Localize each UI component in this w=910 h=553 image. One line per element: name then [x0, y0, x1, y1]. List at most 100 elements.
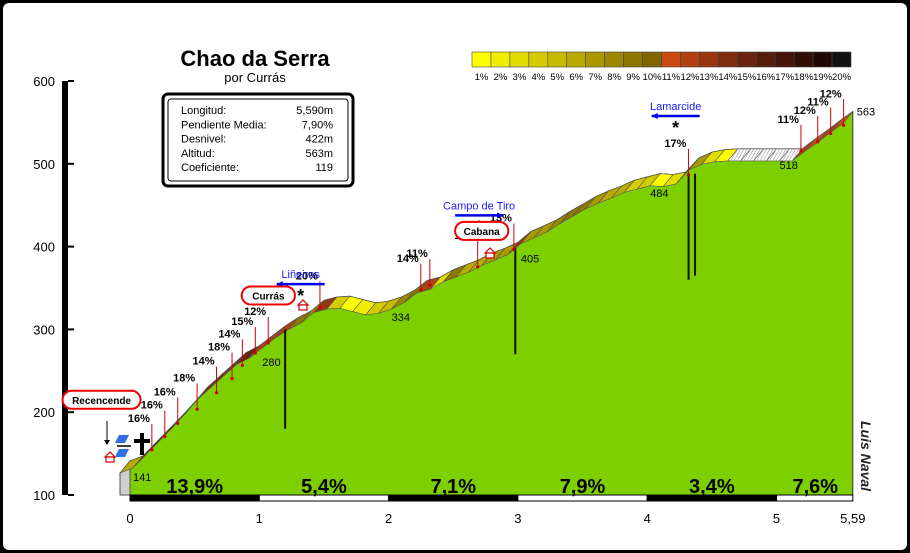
town-badge	[240, 285, 296, 306]
legend-swatch	[699, 51, 719, 68]
town-label: Recencende	[72, 396, 131, 407]
slope-label: 18%	[173, 372, 195, 384]
legend-swatch	[490, 51, 511, 68]
flat-hatch-50-2	[775, 148, 784, 162]
house-icon	[483, 247, 497, 254]
title-block: Chao da Serra por Currás Luis Naval	[180, 46, 874, 492]
info-value: 563m	[305, 148, 333, 160]
slope-pin-dot	[816, 140, 820, 144]
legend-label: 9%	[626, 72, 640, 83]
fuel-icon	[115, 435, 129, 443]
slope-label: 12%	[794, 105, 816, 117]
chart-title: Chao da Serra	[180, 46, 330, 71]
flat-hatch-51-1	[785, 148, 793, 162]
profile-labels: 13,9% 5,4% 7,1% 7,9% 3,4% 7,6% 141 280 334 405 484…	[61, 88, 875, 498]
y-tick-label: 200	[33, 405, 55, 420]
town-label: Cabana	[464, 227, 501, 238]
km-altitude: 141	[133, 472, 151, 484]
x-tick-label: 2	[385, 511, 392, 526]
slope-label: 15%	[231, 316, 253, 328]
legend-label: 15%	[737, 72, 757, 83]
slope-pin-dot	[512, 247, 516, 252]
house-icon	[103, 451, 117, 458]
flat-hatch-49-1	[759, 148, 768, 162]
legend-label: 10%	[643, 72, 663, 83]
legend-label: 5%	[550, 72, 564, 83]
house-icon-body	[298, 304, 308, 311]
legend-swatch	[755, 51, 776, 68]
km-average-slope: 7,1%	[430, 476, 476, 498]
chart-subtitle: por Currás	[224, 70, 286, 85]
km-altitude: 518	[780, 160, 798, 172]
flat-hatch-49-2	[762, 148, 771, 162]
y-tick-label: 100	[33, 488, 55, 503]
slope-pin-dot	[266, 341, 270, 345]
place-asterisk: *	[297, 286, 304, 306]
author-signature: Luis Naval	[858, 421, 874, 492]
place-asterisk: *	[672, 118, 679, 138]
town-label: Currás	[252, 291, 285, 302]
km-altitude: 334	[392, 312, 410, 324]
flat-hatch-48-0	[743, 148, 751, 162]
x-tick-label: 5,59	[840, 511, 865, 526]
slope-label: 11%	[807, 97, 829, 109]
legend-label: 20%	[832, 72, 852, 83]
flat-hatch-47-0	[730, 148, 738, 162]
legend-label: 1%	[475, 72, 489, 83]
slope-pin-dot	[799, 149, 803, 153]
place-label: Liñeiras	[281, 269, 320, 281]
x-tick-label: 1	[256, 511, 263, 526]
church-cross-icon	[140, 433, 144, 455]
info-label: Longitud:	[181, 105, 226, 117]
info-box-inner	[167, 98, 349, 182]
slope-pin-dot	[686, 173, 691, 177]
slope-label: 12%	[820, 88, 842, 100]
slope-pin-dot	[829, 131, 833, 136]
town-badge	[61, 389, 142, 410]
legend-label: 17%	[775, 72, 795, 83]
legend-label: 7%	[588, 72, 602, 83]
legend-swatch	[793, 51, 814, 68]
legend-swatch	[661, 51, 681, 68]
slope-pin-dot	[195, 407, 199, 411]
info-label: Pendiente Media:	[181, 119, 267, 131]
house-icon-body	[105, 456, 115, 463]
slope-label: 16%	[141, 400, 163, 412]
flat-hatch-47-2	[736, 148, 745, 162]
x-tick-label: 3	[514, 511, 521, 526]
km-average-slope: 7,9%	[560, 476, 606, 498]
legend-swatch	[774, 51, 795, 68]
x-tick-label: 4	[644, 511, 651, 526]
km-altitude: 563	[857, 107, 875, 119]
legend-swatch	[623, 51, 643, 68]
y-tick-label: 300	[33, 322, 55, 337]
slope-label: 14%	[192, 356, 214, 368]
legend-swatch	[528, 51, 549, 68]
flat-hatch-48-1	[746, 148, 755, 162]
x-tick-label: 0	[126, 511, 133, 526]
legend-label: 4%	[531, 72, 545, 83]
altitude-profile-chart: 100 200 300 400 500 600 0 1 2 3 4 5 5,59 13,9% 5,4% 7,…	[33, 46, 875, 526]
legend-label: 2%	[494, 72, 508, 83]
slope-label: 14%	[397, 253, 419, 265]
legend-label: 6%	[569, 72, 583, 83]
info-label: Coeficiente:	[181, 162, 239, 174]
legend-swatch	[680, 51, 700, 68]
slope-pin-dot	[318, 305, 322, 310]
flat-hatch-48-3	[753, 148, 761, 162]
flat-hatch-49-3	[766, 148, 774, 162]
slope-label: 12%	[244, 306, 266, 318]
place-label: Lamarcide	[650, 101, 701, 113]
info-box: Longitud: 5,590m Pendiente Media: 7,90% Desn…	[161, 92, 355, 188]
slope-pin-dot	[428, 283, 432, 287]
legend-swatch	[509, 51, 530, 68]
town-badge	[454, 220, 510, 241]
legend-swatch	[831, 51, 852, 68]
axes: 100 200 300 400 500 600 0 1 2 3 4 5 5,59	[33, 74, 865, 526]
slope-pin-dot	[230, 377, 234, 381]
legend-swatch	[642, 51, 662, 68]
legend-label: 19%	[813, 72, 833, 83]
flat-hatch-48-2	[749, 148, 758, 162]
slope-pin-dot	[163, 434, 167, 439]
slope-label: 16%	[154, 386, 176, 398]
